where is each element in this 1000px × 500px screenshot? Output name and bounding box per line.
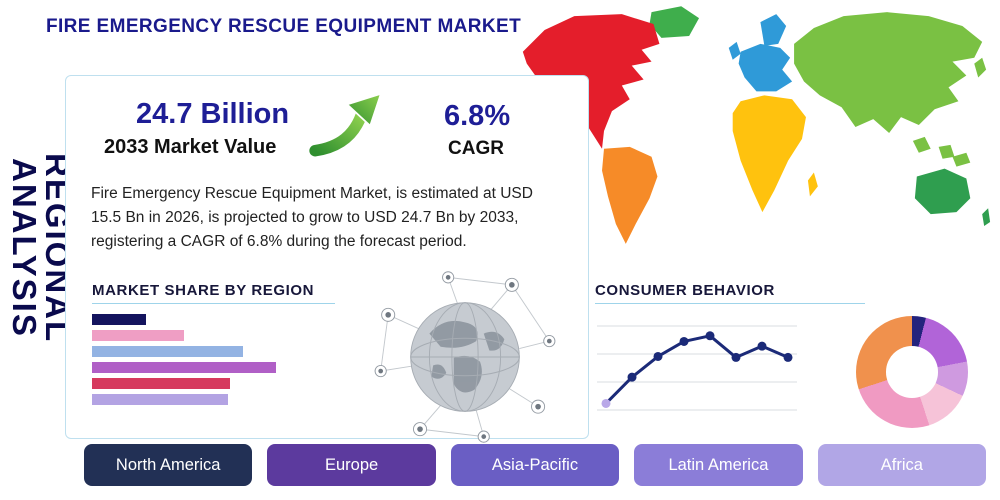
continent-africa <box>732 95 806 213</box>
bar-segment-5 <box>92 394 228 405</box>
line-chart <box>597 325 797 411</box>
continent-asia-japan <box>974 57 987 78</box>
region-button-europe[interactable]: Europe <box>267 444 436 486</box>
region-button-africa[interactable]: Africa <box>817 444 987 486</box>
cagr-value: 6.8% <box>444 100 511 132</box>
continent-greenland <box>649 6 700 38</box>
bar-segment-1 <box>92 330 185 341</box>
bar-segment-2 <box>92 346 244 357</box>
donut-chart <box>856 316 968 428</box>
bar-segment-4 <box>92 378 231 389</box>
bar-segment-0 <box>92 314 146 325</box>
continent-asia <box>794 12 983 133</box>
continent-africa-madagascar <box>807 172 818 197</box>
heading-underline <box>92 303 335 304</box>
world-map <box>522 6 991 244</box>
continent-europe <box>738 43 793 92</box>
continent-north-america <box>522 14 660 149</box>
bar-segment-3 <box>92 362 277 373</box>
region-button-latin-america[interactable]: Latin America <box>634 444 803 486</box>
continent-australia-nz <box>982 208 991 227</box>
bar-chart <box>92 314 348 418</box>
globe-network-icon <box>374 271 556 443</box>
growth-arrow-icon <box>308 92 383 159</box>
region-button-north-america[interactable]: North America <box>84 444 253 486</box>
market-share-heading: MARKET SHARE BY REGION <box>92 282 315 299</box>
heading-underline <box>595 303 865 304</box>
continent-europe-scandinavia <box>760 14 787 46</box>
region-buttons: North America Europe Asia-Pacific Latin Ame… <box>84 444 987 486</box>
market-value-caption: 2033 Market Value <box>104 136 277 158</box>
market-value: 24.7 Billion <box>136 98 290 130</box>
continent-europe-uk <box>728 41 741 60</box>
cagr-caption: CAGR <box>448 138 504 159</box>
continent-south-america <box>602 146 658 244</box>
region-button-asia-pacific[interactable]: Asia-Pacific <box>450 444 620 486</box>
consumer-behavior-heading: CONSUMER BEHAVIOR <box>595 282 775 299</box>
page-title: FIRE EMERGENCY RESCUE EQUIPMENT MARKET <box>46 16 522 37</box>
continent-asia-islands <box>912 136 971 167</box>
market-description: Fire Emergency Rescue Equipment Market, … <box>91 185 533 251</box>
continent-australia <box>914 168 971 215</box>
